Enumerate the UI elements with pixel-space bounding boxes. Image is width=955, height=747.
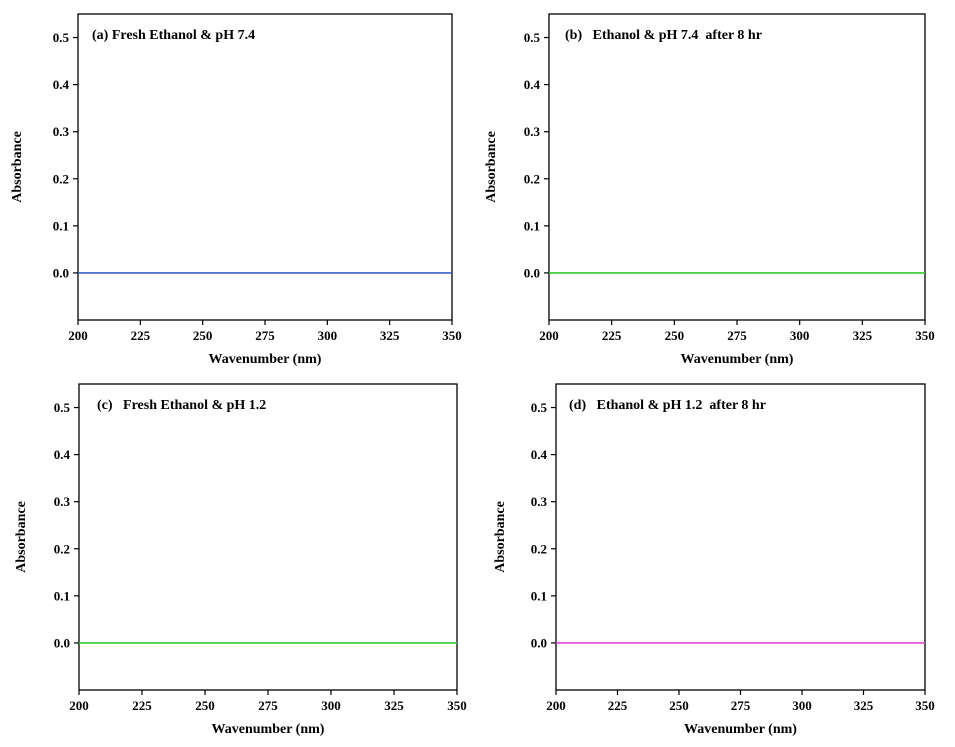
panel-b: 200 225 250 275 300 325 350 0.0 0.1 0.2 0.3 0.4 0.5 W… bbox=[484, 13, 935, 367]
x-tick-label: 325 bbox=[853, 328, 873, 343]
panel-a: 200 225 250 275 300 325 350 0.0 0.1 0.2 0.3 0.4 0.5 W… bbox=[10, 13, 462, 367]
y-tick-label: 0.3 bbox=[531, 494, 548, 509]
y-axis-label: Absorbance bbox=[14, 501, 29, 573]
y-tick-label: 0.5 bbox=[53, 30, 70, 45]
y-tick-label: 0.3 bbox=[524, 124, 541, 139]
y-tick-label: 0.2 bbox=[53, 171, 69, 186]
plot-frame bbox=[78, 383, 458, 691]
panel-d: 200 225 250 275 300 325 350 0.0 0.1 0.2 0.3 0.4 0.5 W… bbox=[493, 383, 935, 737]
y-tick-label: 0.1 bbox=[53, 218, 69, 233]
y-tick-label: 0.2 bbox=[524, 171, 540, 186]
x-tick-label: 225 bbox=[131, 328, 151, 343]
y-axis-label: Absorbance bbox=[484, 131, 499, 203]
x-tick-label: 275 bbox=[258, 698, 278, 713]
x-tick-label: 250 bbox=[665, 328, 685, 343]
panel-c: 200 225 250 275 300 325 350 0.0 0.1 0.2 0.3 0.4 0.5 W… bbox=[14, 383, 467, 737]
x-tick-label: 350 bbox=[442, 328, 462, 343]
panel-title: (d) Ethanol & pH 1.2 after 8 hr bbox=[569, 398, 766, 413]
x-tick-label: 225 bbox=[608, 698, 628, 713]
x-axis-label: Wavenumber (nm) bbox=[209, 352, 322, 367]
y-tick-label: 0.5 bbox=[531, 400, 548, 415]
y-tick-label: 0.1 bbox=[531, 588, 547, 603]
x-tick-label: 200 bbox=[68, 328, 88, 343]
y-tick-label: 0.3 bbox=[53, 124, 70, 139]
y-tick-label: 0.4 bbox=[524, 77, 541, 92]
y-axis-label: Absorbance bbox=[493, 501, 508, 573]
y-tick-label: 0.5 bbox=[54, 400, 71, 415]
x-tick-label: 200 bbox=[546, 698, 566, 713]
x-tick-label: 200 bbox=[539, 328, 559, 343]
y-tick-label: 0.4 bbox=[531, 447, 548, 462]
x-tick-label: 200 bbox=[69, 698, 89, 713]
x-tick-label: 250 bbox=[669, 698, 689, 713]
x-tick-label: 225 bbox=[602, 328, 622, 343]
x-tick-label: 250 bbox=[193, 328, 213, 343]
x-tick-label: 350 bbox=[915, 328, 935, 343]
y-tick-label: 0.0 bbox=[524, 265, 540, 280]
x-tick-label: 275 bbox=[727, 328, 747, 343]
y-tick-label: 0.0 bbox=[531, 635, 547, 650]
y-tick-label: 0.2 bbox=[531, 541, 547, 556]
x-tick-label: 325 bbox=[380, 328, 400, 343]
x-tick-label: 300 bbox=[790, 328, 810, 343]
panel-title: (b) Ethanol & pH 7.4 after 8 hr bbox=[565, 28, 762, 43]
plot-frame bbox=[77, 13, 453, 321]
panel-title: (a) Fresh Ethanol & pH 7.4 bbox=[92, 28, 255, 43]
x-tick-label: 350 bbox=[447, 698, 467, 713]
x-tick-label: 325 bbox=[854, 698, 874, 713]
x-tick-label: 275 bbox=[255, 328, 275, 343]
y-tick-label: 0.0 bbox=[53, 265, 69, 280]
y-tick-label: 0.1 bbox=[524, 218, 540, 233]
x-tick-label: 300 bbox=[318, 328, 338, 343]
plot-frame bbox=[555, 383, 926, 691]
x-tick-label: 350 bbox=[915, 698, 935, 713]
x-axis-label: Wavenumber (nm) bbox=[212, 722, 325, 737]
y-tick-label: 0.3 bbox=[54, 494, 71, 509]
plot-frame bbox=[548, 13, 926, 321]
y-tick-label: 0.1 bbox=[54, 588, 70, 603]
x-tick-label: 325 bbox=[384, 698, 404, 713]
x-axis-label: Wavenumber (nm) bbox=[684, 722, 797, 737]
y-tick-label: 0.4 bbox=[53, 77, 70, 92]
y-tick-label: 0.4 bbox=[54, 447, 71, 462]
y-tick-label: 0.0 bbox=[54, 635, 70, 650]
x-tick-label: 275 bbox=[731, 698, 751, 713]
x-tick-label: 225 bbox=[132, 698, 152, 713]
panel-title: (c) Fresh Ethanol & pH 1.2 bbox=[97, 398, 266, 413]
x-axis-label: Wavenumber (nm) bbox=[681, 352, 794, 367]
y-tick-label: 0.2 bbox=[54, 541, 70, 556]
x-tick-label: 300 bbox=[792, 698, 812, 713]
x-tick-label: 250 bbox=[195, 698, 215, 713]
x-tick-label: 300 bbox=[321, 698, 341, 713]
y-tick-label: 0.5 bbox=[524, 30, 541, 45]
y-axis-label: Absorbance bbox=[10, 131, 25, 203]
